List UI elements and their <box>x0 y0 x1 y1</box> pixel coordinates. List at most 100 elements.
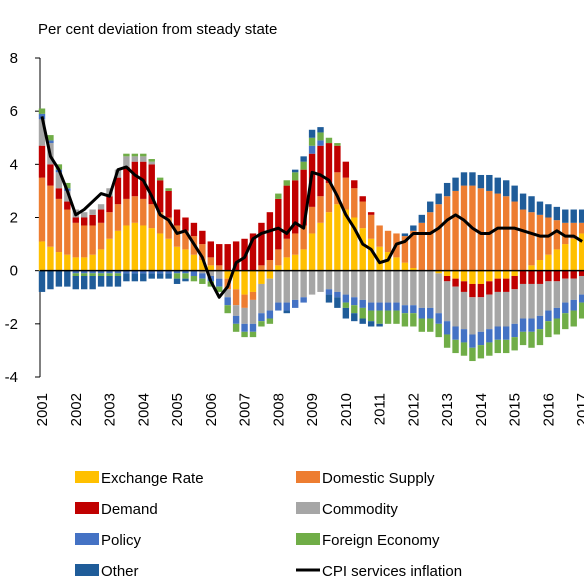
bar-segment <box>292 172 299 181</box>
bar-segment <box>308 270 316 295</box>
bar-segment <box>494 278 501 292</box>
bar-segment <box>140 153 147 157</box>
bar-segment <box>308 145 316 154</box>
bar-segment <box>173 278 181 284</box>
bar-segment <box>562 209 569 223</box>
bar-segment <box>182 217 189 231</box>
bar-segment <box>486 342 493 356</box>
bar-segment <box>89 254 96 271</box>
bar-segment <box>190 254 198 271</box>
bar-segment <box>216 278 223 287</box>
legend-swatch <box>75 471 99 483</box>
bar-segment <box>38 241 46 271</box>
bar-segment <box>308 129 316 138</box>
bar-segment <box>275 249 282 266</box>
bar-segment <box>165 190 172 218</box>
bar-segment <box>452 270 459 279</box>
bar-segment <box>156 233 164 271</box>
bar-segment <box>376 323 383 327</box>
bar-segment <box>418 214 425 223</box>
bar-segment <box>469 297 476 335</box>
bar-segment <box>494 339 501 354</box>
bar-segment <box>114 230 122 271</box>
bar-segment <box>545 254 552 271</box>
bar-segment <box>292 254 299 271</box>
y-tick-label: 8 <box>10 50 18 67</box>
bar-segment <box>106 238 113 271</box>
bar-segment <box>165 188 172 191</box>
bar-segment <box>351 297 358 306</box>
bar-segment <box>106 270 113 274</box>
bar-segment <box>97 204 105 210</box>
bar-segment <box>359 228 366 271</box>
bar-segment <box>300 169 307 226</box>
y-tick-label: -2 <box>5 316 18 333</box>
bar-segment <box>47 270 54 290</box>
bar-segment <box>562 270 569 279</box>
bar-segment <box>241 294 248 308</box>
bar-segment <box>72 217 79 223</box>
bar-segment <box>224 305 231 314</box>
bar-segment <box>410 225 417 231</box>
bar-segment <box>452 326 459 340</box>
bar-segment <box>249 270 257 292</box>
bar-segment <box>241 307 248 324</box>
bar-segment <box>536 283 544 316</box>
bar-segment <box>384 270 392 303</box>
bar-segment <box>97 273 105 276</box>
bar-segment <box>452 190 459 271</box>
bar-segment <box>427 318 434 332</box>
bar-segment <box>81 275 88 290</box>
x-tick-label: 2011 <box>372 393 389 425</box>
bar-segment <box>503 326 510 340</box>
x-tick-label: 2006 <box>203 393 220 426</box>
x-tick-label: 2015 <box>507 393 524 426</box>
bar-segment <box>266 318 274 324</box>
bar-segment <box>275 270 282 303</box>
bar-segment <box>300 225 307 250</box>
bar-segment <box>435 273 442 314</box>
bar-segment <box>519 270 527 284</box>
line <box>40 116 583 299</box>
bar-segment <box>393 270 400 303</box>
bar-segment <box>494 291 501 327</box>
bar-segment <box>182 270 189 274</box>
bar-segment <box>367 302 375 311</box>
bar-segment <box>131 273 139 282</box>
bar-segment <box>376 270 383 303</box>
bar-segment <box>511 337 518 351</box>
legend-label: Domestic Supply <box>322 470 435 487</box>
y-tick-label: -4 <box>5 369 18 386</box>
bar-segment <box>477 283 485 298</box>
bar-segment <box>342 302 350 308</box>
bar-segment <box>308 206 316 234</box>
bar-segment <box>232 241 240 271</box>
bar-segment <box>38 177 46 242</box>
x-tick-label: 2016 <box>540 393 557 426</box>
bar-segment <box>317 270 324 292</box>
bar-segment <box>123 153 130 157</box>
bar-segment <box>156 273 164 279</box>
bar-segment <box>148 204 155 229</box>
bar-segment <box>511 323 518 338</box>
bar-segment <box>578 270 584 276</box>
bar-segment <box>342 177 350 210</box>
bar-segment <box>148 228 155 271</box>
bar-segment <box>241 331 248 338</box>
bar-segment <box>131 196 139 223</box>
bar-segment <box>452 177 459 191</box>
bar-segment <box>283 257 290 271</box>
bar-segment <box>435 204 442 271</box>
bar-segment <box>486 329 493 343</box>
bar-segment <box>511 270 518 276</box>
bar-segment <box>148 273 155 279</box>
bar-segment <box>97 209 105 223</box>
bar-segment <box>123 198 130 226</box>
bar-segment <box>427 270 434 308</box>
bar-segment <box>410 305 417 314</box>
bar-segment <box>342 209 350 271</box>
bar-segment <box>258 313 265 322</box>
bar-segment <box>359 307 366 319</box>
bar-segment <box>89 209 96 215</box>
legend-swatch <box>75 564 99 576</box>
